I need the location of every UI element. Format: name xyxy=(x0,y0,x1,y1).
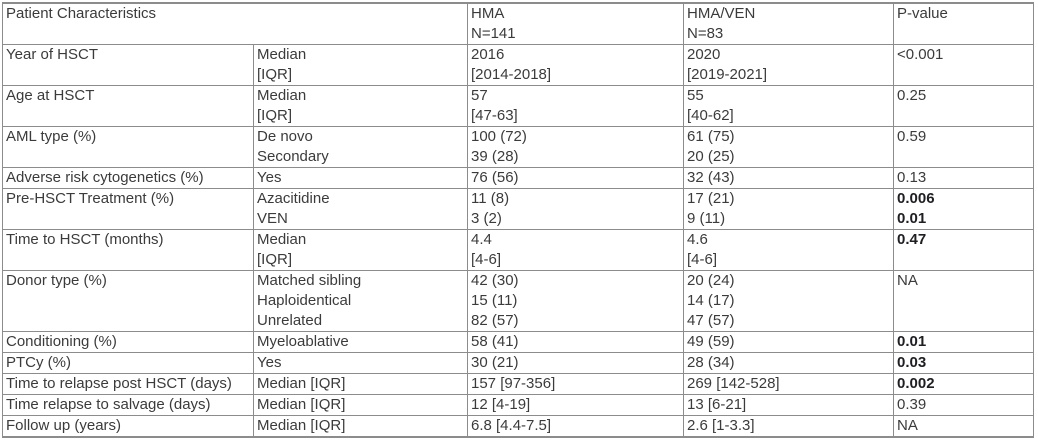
hma-ven-value: 13 [6-21] xyxy=(683,394,894,416)
row-label: Pre-HSCT Treatment (%) xyxy=(2,188,254,230)
row-label: Time relapse to salvage (days) xyxy=(2,394,254,416)
hma-value: 76 (56) xyxy=(467,167,684,189)
p-value: 0.25 xyxy=(893,85,1034,127)
hma-ven-value: 2.6 [1-3.3] xyxy=(683,415,894,438)
hma-ven-value: 49 (59) xyxy=(683,331,894,353)
p-value: 0.47 xyxy=(893,229,1034,271)
hma-ven-value: 32 (43) xyxy=(683,167,894,189)
header-hma-ven: HMA/VEN N=83 xyxy=(683,2,894,45)
header-patient-characteristics: Patient Characteristics xyxy=(2,2,468,45)
hma-ven-value: 17 (21) 9 (11) xyxy=(683,188,894,230)
hma-value: 2016 [2014-2018] xyxy=(467,44,684,86)
p-value: 0.006 0.01 xyxy=(893,188,1034,230)
p-value: 0.01 xyxy=(893,331,1034,353)
p-value: <0.001 xyxy=(893,44,1034,86)
hma-ven-value: 61 (75) 20 (25) xyxy=(683,126,894,168)
hma-value: 100 (72) 39 (28) xyxy=(467,126,684,168)
table-row-age-at-hsct: Age at HSCT Median [IQR] 57 [47-63] 55 [… xyxy=(2,85,1034,127)
row-sublabel: Median [IQR] xyxy=(253,85,468,127)
row-label: PTCy (%) xyxy=(2,352,254,374)
row-label: Adverse risk cytogenetics (%) xyxy=(2,167,254,189)
table-row-time-to-hsct: Time to HSCT (months) Median [IQR] 4.4 [… xyxy=(2,229,1034,271)
row-label: Follow up (years) xyxy=(2,415,254,438)
table-row-pre-hsct-treatment: Pre-HSCT Treatment (%) Azacitidine VEN 1… xyxy=(2,188,1034,230)
row-label: Donor type (%) xyxy=(2,270,254,332)
hma-value: 157 [97-356] xyxy=(467,373,684,395)
hma-ven-value: 55 [40-62] xyxy=(683,85,894,127)
hma-value: 4.4 [4-6] xyxy=(467,229,684,271)
row-sublabel: Median [IQR] xyxy=(253,373,468,395)
table-row-conditioning: Conditioning (%) Myeloablative 58 (41) 4… xyxy=(2,331,1034,353)
hma-value: 11 (8) 3 (2) xyxy=(467,188,684,230)
row-sublabel: Median [IQR] xyxy=(253,44,468,86)
p-value: 0.03 xyxy=(893,352,1034,374)
row-sublabel: Median [IQR] xyxy=(253,415,468,438)
table-row-time-relapse-to-salvage: Time relapse to salvage (days) Median [I… xyxy=(2,394,1034,416)
table-row-adverse-risk-cytogenetics: Adverse risk cytogenetics (%) Yes 76 (56… xyxy=(2,167,1034,189)
hma-value: 6.8 [4.4-7.5] xyxy=(467,415,684,438)
p-value: NA xyxy=(893,270,1034,332)
row-sublabel: Yes xyxy=(253,352,468,374)
row-label: Age at HSCT xyxy=(2,85,254,127)
p-value: 0.39 xyxy=(893,394,1034,416)
hma-value: 30 (21) xyxy=(467,352,684,374)
hma-ven-value: 20 (24) 14 (17) 47 (57) xyxy=(683,270,894,332)
table-row-aml-type: AML type (%) De novo Secondary 100 (72) … xyxy=(2,126,1034,168)
hma-ven-value: 4.6 [4-6] xyxy=(683,229,894,271)
row-label: Year of HSCT xyxy=(2,44,254,86)
row-sublabel: Azacitidine VEN xyxy=(253,188,468,230)
p-value: 0.13 xyxy=(893,167,1034,189)
hma-value: 57 [47-63] xyxy=(467,85,684,127)
hma-value: 12 [4-19] xyxy=(467,394,684,416)
table-row-time-to-relapse-post-hsct: Time to relapse post HSCT (days) Median … xyxy=(2,373,1034,395)
p-value: NA xyxy=(893,415,1034,438)
row-label: AML type (%) xyxy=(2,126,254,168)
table-row-year-of-hsct: Year of HSCT Median [IQR] 2016 [2014-201… xyxy=(2,44,1034,86)
table-row-donor-type: Donor type (%) Matched sibling Haploiden… xyxy=(2,270,1034,332)
row-sublabel: Median [IQR] xyxy=(253,394,468,416)
row-label: Time to HSCT (months) xyxy=(2,229,254,271)
p-value: 0.002 xyxy=(893,373,1034,395)
header-p-value: P-value xyxy=(893,2,1034,45)
p-value: 0.59 xyxy=(893,126,1034,168)
row-sublabel: Matched sibling Haploidentical Unrelated xyxy=(253,270,468,332)
table-header-row: Patient Characteristics HMA N=141 HMA/VE… xyxy=(2,2,1034,45)
hma-value: 58 (41) xyxy=(467,331,684,353)
hma-ven-value: 28 (34) xyxy=(683,352,894,374)
row-label: Time to relapse post HSCT (days) xyxy=(2,373,254,395)
hma-value: 42 (30) 15 (11) 82 (57) xyxy=(467,270,684,332)
table-row-ptcy: PTCy (%) Yes 30 (21) 28 (34) 0.03 xyxy=(2,352,1034,374)
row-label: Conditioning (%) xyxy=(2,331,254,353)
row-sublabel: De novo Secondary xyxy=(253,126,468,168)
hma-ven-value: 269 [142-528] xyxy=(683,373,894,395)
table-row-follow-up: Follow up (years) Median [IQR] 6.8 [4.4-… xyxy=(2,415,1034,438)
hma-ven-value: 2020 [2019-2021] xyxy=(683,44,894,86)
row-sublabel: Yes xyxy=(253,167,468,189)
header-hma: HMA N=141 xyxy=(467,2,684,45)
row-sublabel: Median [IQR] xyxy=(253,229,468,271)
row-sublabel: Myeloablative xyxy=(253,331,468,353)
